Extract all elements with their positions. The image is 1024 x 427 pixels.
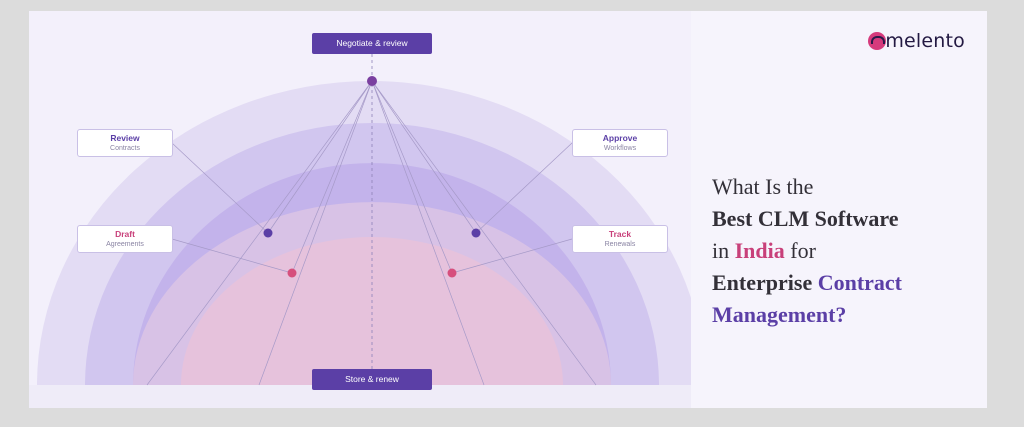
brand-name: melento bbox=[885, 30, 965, 52]
headline-line-2: Best CLM Software bbox=[712, 203, 902, 235]
headline-line-3-post: for bbox=[784, 238, 816, 263]
lifecycle-diagram: Negotiate & review Store & renew Review … bbox=[29, 11, 691, 408]
banner: Negotiate & review Store & renew Review … bbox=[29, 11, 987, 408]
diagram-graphic bbox=[29, 54, 691, 408]
page-title: What Is the Best CLM Software in India f… bbox=[712, 171, 902, 331]
headline-line-2-text: Best CLM Software bbox=[712, 206, 899, 231]
headline-management: Management? bbox=[712, 302, 847, 327]
stage-track-box: Track Renewals bbox=[572, 225, 668, 253]
headline-line-5: Management? bbox=[712, 299, 902, 331]
stage-negotiate-pill: Negotiate & review bbox=[312, 33, 432, 54]
stage-approve-sub: Workflows bbox=[603, 145, 637, 152]
stage-track-title: Track bbox=[608, 229, 632, 239]
stage-approve-box: Approve Workflows bbox=[572, 129, 668, 157]
headline-enterprise: Enterprise bbox=[712, 270, 818, 295]
arch-inner bbox=[181, 237, 563, 385]
stage-review-box: Review Contracts bbox=[77, 129, 173, 157]
stage-draft-sub: Agreements bbox=[106, 241, 144, 248]
node-review bbox=[263, 228, 273, 238]
headline-line-3-pre: in bbox=[712, 238, 735, 263]
brand-logo[interactable]: melento bbox=[868, 30, 965, 52]
stage-store-pill: Store & renew bbox=[312, 369, 432, 390]
stage-review-sub: Contracts bbox=[110, 145, 140, 152]
logo-circle-icon bbox=[868, 32, 887, 50]
node-approve bbox=[471, 228, 481, 238]
stage-approve-title: Approve bbox=[602, 133, 638, 143]
node-track bbox=[447, 268, 457, 278]
stage-track-sub: Renewals bbox=[604, 241, 636, 248]
headline-line-1: What Is the bbox=[712, 174, 814, 199]
stage-review-title: Review bbox=[110, 133, 140, 143]
headline-panel: melento What Is the Best CLM Software in… bbox=[691, 11, 987, 408]
node-draft bbox=[287, 268, 297, 278]
headline-india: India bbox=[734, 238, 785, 263]
stage-draft-title: Draft bbox=[115, 229, 135, 239]
headline-contract: Contract bbox=[817, 270, 903, 295]
stage-draft-box: Draft Agreements bbox=[77, 225, 173, 253]
headline-line-4: Enterprise Contract bbox=[712, 267, 902, 299]
node-top bbox=[367, 76, 377, 86]
headline-line-3: in India for bbox=[712, 235, 902, 267]
